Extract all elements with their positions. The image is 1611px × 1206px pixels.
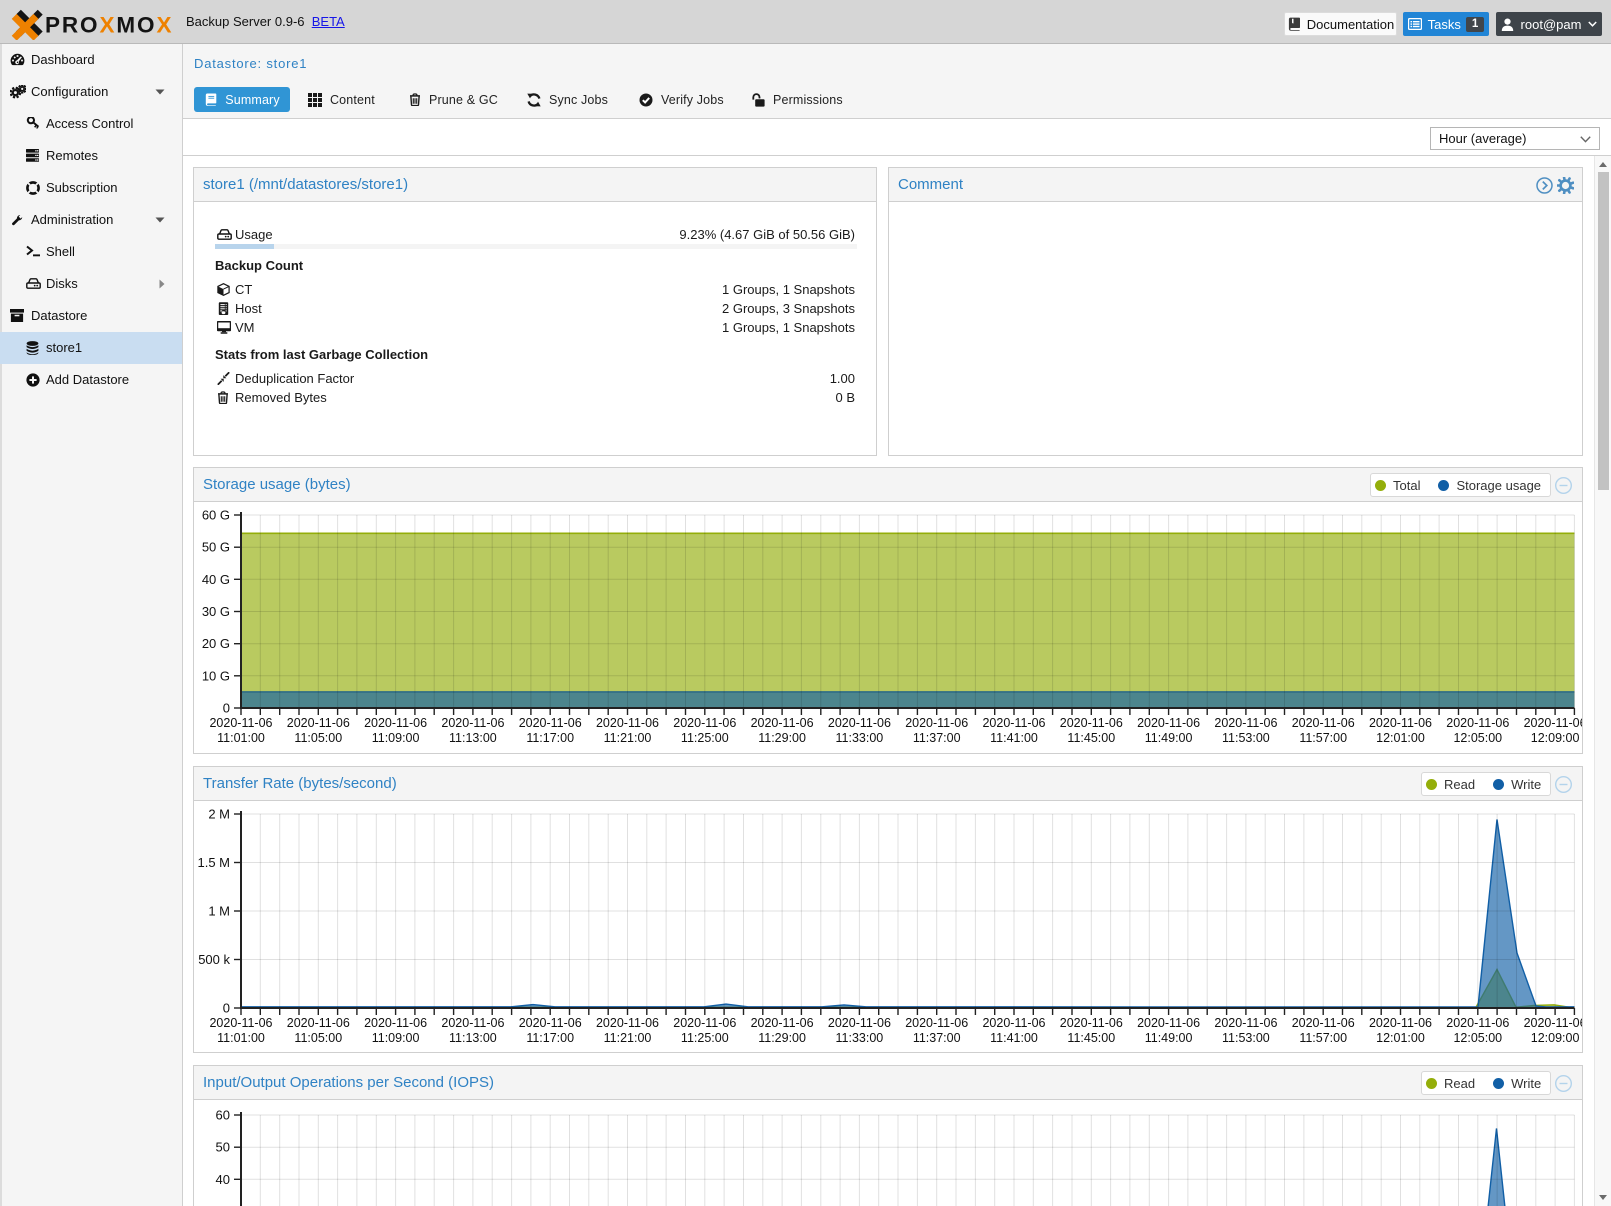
svg-text:11:29:00: 11:29:00 — [758, 731, 806, 745]
svg-text:11:09:00: 11:09:00 — [372, 1031, 420, 1045]
svg-text:12:05:00: 12:05:00 — [1453, 731, 1502, 745]
svg-text:11:41:00: 11:41:00 — [990, 1031, 1038, 1045]
svg-text:12:01:00: 12:01:00 — [1376, 731, 1425, 745]
svg-text:2020-11-06: 2020-11-06 — [828, 1016, 891, 1030]
svg-text:2020-11-06: 2020-11-06 — [673, 1016, 736, 1030]
svg-text:0: 0 — [223, 701, 230, 716]
svg-text:11:29:00: 11:29:00 — [758, 1031, 806, 1045]
svg-text:11:09:00: 11:09:00 — [372, 731, 420, 745]
svg-text:11:37:00: 11:37:00 — [913, 1031, 961, 1045]
svg-text:11:41:00: 11:41:00 — [990, 731, 1038, 745]
svg-text:2020-11-06: 2020-11-06 — [1292, 716, 1355, 730]
svg-text:11:13:00: 11:13:00 — [449, 731, 497, 745]
svg-text:11:37:00: 11:37:00 — [913, 731, 961, 745]
svg-text:12:09:00: 12:09:00 — [1531, 1031, 1580, 1045]
svg-text:2020-11-06: 2020-11-06 — [441, 716, 504, 730]
svg-text:2020-11-06: 2020-11-06 — [982, 1016, 1045, 1030]
svg-text:2020-11-06: 2020-11-06 — [287, 1016, 350, 1030]
svg-text:2020-11-06: 2020-11-06 — [209, 716, 272, 730]
svg-text:1.5 M: 1.5 M — [197, 855, 230, 870]
svg-text:2020-11-06: 2020-11-06 — [441, 1016, 504, 1030]
svg-text:2020-11-06: 2020-11-06 — [1137, 716, 1200, 730]
svg-text:2020-11-06: 2020-11-06 — [905, 716, 968, 730]
svg-text:2020-11-06: 2020-11-06 — [1060, 716, 1123, 730]
svg-text:60: 60 — [216, 1108, 230, 1123]
svg-text:2020-11-06: 2020-11-06 — [1446, 716, 1509, 730]
svg-text:11:05:00: 11:05:00 — [294, 731, 342, 745]
svg-text:2020-11-06: 2020-11-06 — [287, 716, 350, 730]
svg-text:500 k: 500 k — [198, 952, 230, 967]
svg-text:2020-11-06: 2020-11-06 — [596, 1016, 659, 1030]
svg-text:2020-11-06: 2020-11-06 — [905, 1016, 968, 1030]
svg-text:2020-11-06: 2020-11-06 — [1446, 1016, 1509, 1030]
svg-text:2020-11-06: 2020-11-06 — [364, 1016, 427, 1030]
svg-text:2020-11-06: 2020-11-06 — [1369, 1016, 1432, 1030]
svg-text:2020-11-06: 2020-11-06 — [1292, 1016, 1355, 1030]
svg-text:11:45:00: 11:45:00 — [1067, 731, 1115, 745]
svg-text:2020-11-06: 2020-11-06 — [1214, 1016, 1277, 1030]
svg-text:0: 0 — [223, 1001, 230, 1016]
svg-text:2020-11-06: 2020-11-06 — [209, 1016, 272, 1030]
svg-text:2020-11-06: 2020-11-06 — [673, 716, 736, 730]
svg-text:11:49:00: 11:49:00 — [1145, 731, 1193, 745]
svg-text:2020-11-06: 2020-11-06 — [1524, 1016, 1582, 1030]
svg-text:2 M: 2 M — [208, 807, 230, 822]
svg-text:2020-11-06: 2020-11-06 — [519, 1016, 582, 1030]
svg-text:2020-11-06: 2020-11-06 — [519, 716, 582, 730]
svg-text:11:33:00: 11:33:00 — [836, 731, 884, 745]
svg-text:11:01:00: 11:01:00 — [217, 1031, 265, 1045]
svg-text:2020-11-06: 2020-11-06 — [982, 716, 1045, 730]
svg-text:2020-11-06: 2020-11-06 — [751, 716, 814, 730]
svg-text:11:25:00: 11:25:00 — [681, 1031, 729, 1045]
svg-text:11:57:00: 11:57:00 — [1299, 1031, 1347, 1045]
svg-text:20 G: 20 G — [202, 636, 230, 651]
svg-text:40: 40 — [216, 1172, 230, 1187]
svg-text:11:33:00: 11:33:00 — [836, 1031, 884, 1045]
svg-text:11:53:00: 11:53:00 — [1222, 1031, 1270, 1045]
svg-text:2020-11-06: 2020-11-06 — [1369, 716, 1432, 730]
svg-text:2020-11-06: 2020-11-06 — [1214, 716, 1277, 730]
svg-text:40 G: 40 G — [202, 572, 230, 587]
svg-text:12:09:00: 12:09:00 — [1531, 731, 1580, 745]
svg-text:2020-11-06: 2020-11-06 — [1060, 1016, 1123, 1030]
svg-text:11:49:00: 11:49:00 — [1145, 1031, 1193, 1045]
svg-text:11:17:00: 11:17:00 — [526, 731, 574, 745]
svg-text:1 M: 1 M — [208, 904, 230, 919]
svg-text:11:21:00: 11:21:00 — [604, 731, 652, 745]
svg-text:11:13:00: 11:13:00 — [449, 1031, 497, 1045]
svg-text:12:01:00: 12:01:00 — [1376, 1031, 1425, 1045]
svg-text:11:17:00: 11:17:00 — [526, 1031, 574, 1045]
svg-text:2020-11-06: 2020-11-06 — [828, 716, 891, 730]
svg-text:11:57:00: 11:57:00 — [1299, 731, 1347, 745]
svg-text:2020-11-06: 2020-11-06 — [751, 1016, 814, 1030]
svg-text:10 G: 10 G — [202, 668, 230, 683]
svg-text:2020-11-06: 2020-11-06 — [1524, 716, 1582, 730]
svg-text:11:25:00: 11:25:00 — [681, 731, 729, 745]
svg-text:11:21:00: 11:21:00 — [604, 1031, 652, 1045]
svg-text:2020-11-06: 2020-11-06 — [596, 716, 659, 730]
svg-text:12:05:00: 12:05:00 — [1453, 1031, 1502, 1045]
svg-text:30: 30 — [216, 1204, 230, 1206]
svg-text:11:01:00: 11:01:00 — [217, 731, 265, 745]
svg-text:11:53:00: 11:53:00 — [1222, 731, 1270, 745]
svg-text:50: 50 — [216, 1140, 230, 1155]
svg-text:11:45:00: 11:45:00 — [1067, 1031, 1115, 1045]
svg-text:PROXMOX: PROXMOX — [45, 13, 173, 38]
svg-text:11:05:00: 11:05:00 — [294, 1031, 342, 1045]
svg-text:2020-11-06: 2020-11-06 — [364, 716, 427, 730]
svg-text:2020-11-06: 2020-11-06 — [1137, 1016, 1200, 1030]
svg-text:60 G: 60 G — [202, 508, 230, 523]
svg-text:50 G: 50 G — [202, 540, 230, 555]
svg-text:30 G: 30 G — [202, 604, 230, 619]
